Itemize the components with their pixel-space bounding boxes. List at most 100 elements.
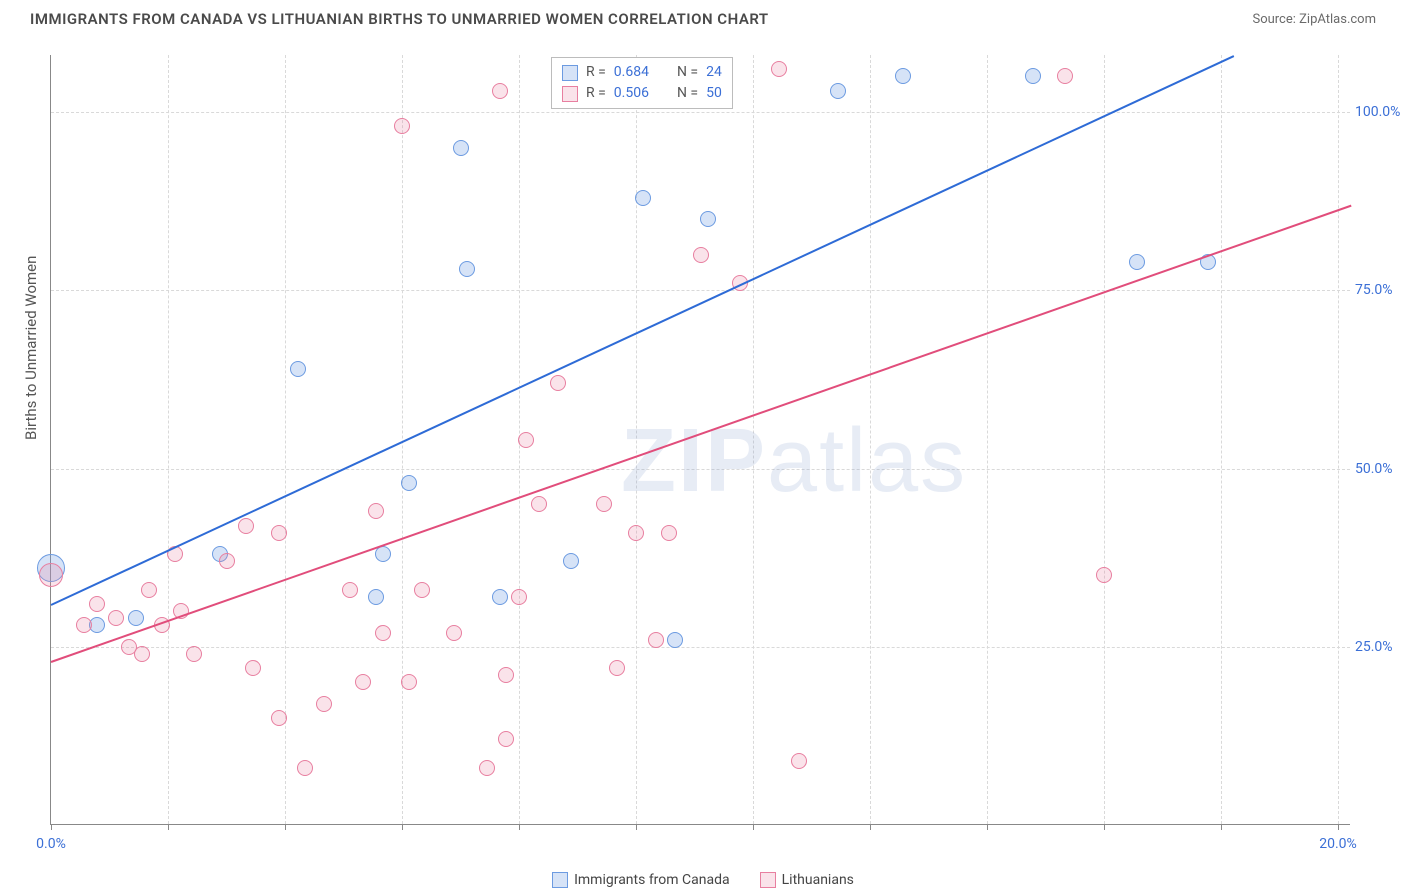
x-tick-mark: [168, 824, 169, 830]
legend-swatch: [552, 872, 568, 888]
scatter-point: [492, 83, 508, 99]
legend-r-value: 0.684: [614, 62, 649, 83]
x-tick-mark: [1104, 824, 1105, 830]
scatter-point: [498, 667, 514, 683]
scatter-point: [39, 563, 63, 587]
scatter-point: [186, 646, 202, 662]
legend-n-label: N =: [677, 62, 698, 83]
y-tick-label: 100.0%: [1355, 104, 1406, 120]
scatter-point: [141, 582, 157, 598]
chart-header: IMMIGRANTS FROM CANADA VS LITHUANIAN BIR…: [0, 0, 1406, 28]
legend-item: Immigrants from Canada: [552, 872, 730, 888]
x-tick-mark: [987, 824, 988, 830]
legend-r-label: R =: [586, 62, 606, 83]
gridline-vertical: [1221, 55, 1222, 824]
scatter-point: [128, 610, 144, 626]
scatter-point: [238, 518, 254, 534]
scatter-point: [609, 660, 625, 676]
x-tick-mark: [1338, 824, 1339, 830]
x-tick-label: 20.0%: [1319, 836, 1357, 852]
scatter-point: [297, 760, 313, 776]
scatter-point: [108, 610, 124, 626]
scatter-point: [414, 582, 430, 598]
x-tick-mark: [51, 824, 52, 830]
legend-n-value: 50: [706, 83, 722, 104]
legend-swatch: [760, 872, 776, 888]
scatter-point: [771, 61, 787, 77]
x-tick-mark: [636, 824, 637, 830]
scatter-point: [518, 432, 534, 448]
scatter-point: [245, 660, 261, 676]
y-tick-label: 50.0%: [1355, 461, 1406, 477]
scatter-point: [1057, 68, 1073, 84]
gridline-vertical: [870, 55, 871, 824]
y-axis-label: Births to Unmarried Women: [22, 256, 40, 440]
scatter-point: [1096, 567, 1112, 583]
scatter-point: [355, 674, 371, 690]
scatter-point: [563, 553, 579, 569]
gridline-vertical: [636, 55, 637, 824]
gridline-horizontal: [51, 290, 1350, 291]
gridline-vertical: [1338, 55, 1339, 824]
legend-item: Lithuanians: [760, 872, 854, 888]
scatter-point: [342, 582, 358, 598]
source-attribution: Source: ZipAtlas.com: [1252, 12, 1376, 27]
scatter-point: [498, 731, 514, 747]
scatter-point: [479, 760, 495, 776]
gridline-vertical: [285, 55, 286, 824]
legend-n-value: 24: [706, 62, 722, 83]
scatter-point: [661, 525, 677, 541]
legend-r-label: R =: [586, 83, 606, 104]
scatter-point: [700, 211, 716, 227]
scatter-point: [596, 496, 612, 512]
gridline-vertical: [1104, 55, 1105, 824]
x-tick-mark: [753, 824, 754, 830]
watermark: ZIPatlas: [621, 410, 967, 513]
gridline-horizontal: [51, 469, 1350, 470]
legend-correlation-box: R =0.684N =24R =0.506N =50: [551, 57, 733, 109]
scatter-point: [401, 475, 417, 491]
scatter-point: [375, 625, 391, 641]
legend-row: R = 0.684 N = 24: [562, 62, 722, 83]
scatter-point: [791, 753, 807, 769]
scatter-point: [401, 674, 417, 690]
legend-bottom: Immigrants from Canada Lithuanians: [0, 872, 1406, 888]
scatter-point: [271, 710, 287, 726]
gridline-vertical: [753, 55, 754, 824]
scatter-point: [1129, 254, 1145, 270]
legend-label: Immigrants from Canada: [574, 872, 730, 888]
scatter-point: [667, 632, 683, 648]
gridline-horizontal: [51, 112, 1350, 113]
scatter-point: [511, 589, 527, 605]
trend-line: [51, 205, 1352, 663]
scatter-point: [459, 261, 475, 277]
scatter-point: [453, 140, 469, 156]
scatter-point: [693, 247, 709, 263]
legend-swatch: [562, 86, 578, 102]
scatter-point: [492, 589, 508, 605]
scatter-plot-area: 25.0%50.0%75.0%100.0%0.0%20.0%ZIPatlasR …: [50, 55, 1350, 825]
legend-n-label: N =: [677, 83, 698, 104]
gridline-vertical: [168, 55, 169, 824]
scatter-point: [648, 632, 664, 648]
scatter-point: [290, 361, 306, 377]
x-tick-mark: [870, 824, 871, 830]
scatter-point: [271, 525, 287, 541]
x-tick-mark: [1221, 824, 1222, 830]
scatter-point: [446, 625, 462, 641]
scatter-point: [76, 617, 92, 633]
scatter-point: [368, 503, 384, 519]
scatter-point: [628, 525, 644, 541]
trend-line: [51, 55, 1235, 606]
x-tick-mark: [402, 824, 403, 830]
scatter-point: [394, 118, 410, 134]
legend-swatch: [562, 65, 578, 81]
gridline-horizontal: [51, 647, 1350, 648]
scatter-point: [895, 68, 911, 84]
x-tick-mark: [519, 824, 520, 830]
scatter-point: [635, 190, 651, 206]
y-tick-label: 75.0%: [1355, 282, 1406, 298]
scatter-point: [830, 83, 846, 99]
scatter-point: [1025, 68, 1041, 84]
chart-title: IMMIGRANTS FROM CANADA VS LITHUANIAN BIR…: [30, 10, 769, 28]
